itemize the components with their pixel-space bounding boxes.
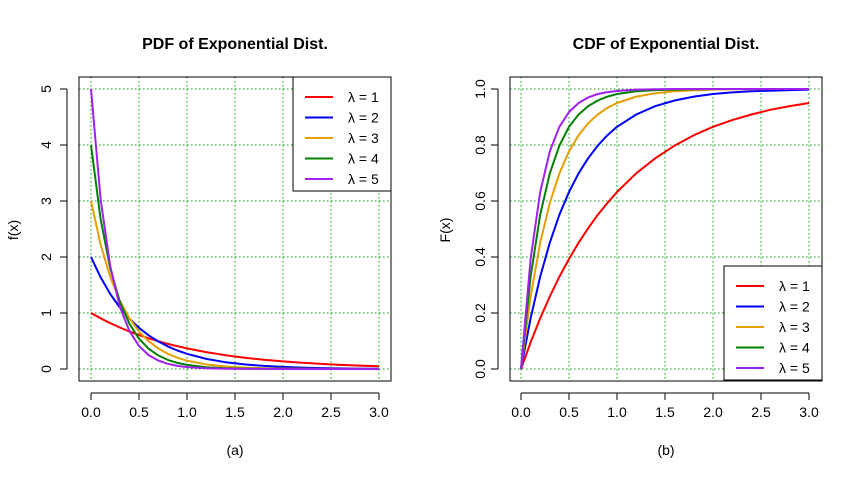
x-tick-label: 3.0 — [799, 404, 819, 420]
y-tick-label: 3 — [38, 197, 54, 205]
y-tick-label: 0.8 — [472, 135, 488, 155]
x-tick-label: 2.0 — [273, 404, 293, 420]
x-tick-label: 1.0 — [177, 404, 197, 420]
x-tick-label: 0.5 — [129, 404, 149, 420]
legend-label: λ = 5 — [348, 171, 379, 187]
x-tick-label: 1.0 — [607, 404, 627, 420]
y-axis: 0 1 2 3 4 5 — [38, 85, 68, 373]
chart-title: PDF of Exponential Dist. — [142, 36, 328, 53]
series-line-1 — [90, 312, 380, 368]
x-tick-label: 2.5 — [321, 404, 341, 420]
x-tick-label: 0.5 — [559, 404, 579, 420]
y-axis-label: f(x) — [5, 220, 21, 240]
x-tick-label: 0.0 — [81, 404, 101, 420]
y-tick-label: 5 — [38, 85, 54, 93]
x-tick-label: 1.5 — [225, 404, 245, 420]
x-axis-label: (a) — [226, 442, 243, 458]
y-tick-label: 1.0 — [472, 79, 488, 99]
y-axis-label: F(x) — [437, 218, 453, 243]
legend-label: λ = 4 — [348, 151, 379, 167]
legend-label: λ = 1 — [779, 278, 810, 294]
x-tick-label: 2.0 — [703, 404, 723, 420]
series-line-2 — [520, 88, 810, 370]
cdf-panel: CDF of Exponential Dist. (b) F(x) 0.0 0.5… — [437, 36, 823, 458]
legend-label: λ = 2 — [779, 299, 810, 315]
x-tick-label: 2.5 — [751, 404, 771, 420]
x-axis: 0.0 0.5 1.0 1.5 2.0 2.5 3.0 — [81, 392, 389, 420]
legend: λ = 1 λ = 2 λ = 3 λ = 4 λ = 5 — [292, 76, 392, 192]
y-tick-label: 0.6 — [472, 191, 488, 211]
plot-frame — [78, 76, 392, 382]
y-tick-label: 1 — [38, 309, 54, 317]
x-tick-label: 3.0 — [369, 404, 389, 420]
y-tick-label: 0 — [38, 365, 54, 373]
legend-label: λ = 5 — [779, 360, 810, 376]
legend-label: λ = 3 — [348, 130, 379, 146]
series-line-1 — [520, 102, 810, 370]
legend: λ = 1 λ = 2 λ = 3 λ = 4 λ = 5 — [723, 265, 823, 381]
y-tick-label: 0.0 — [472, 359, 488, 379]
y-tick-label: 0.4 — [472, 247, 488, 267]
x-axis: 0.0 0.5 1.0 1.5 2.0 2.5 3.0 — [511, 392, 819, 420]
series-line-5 — [520, 88, 809, 370]
y-tick-label: 2 — [38, 253, 54, 261]
x-tick-label: 1.5 — [655, 404, 675, 420]
pdf-panel: PDF of Exponential Dist. (a) f(x) 0.0 0.5… — [5, 36, 392, 458]
plot-frame — [509, 76, 823, 382]
legend-label: λ = 4 — [779, 340, 810, 356]
y-axis: 0.0 0.2 0.4 0.6 0.8 1.0 — [472, 79, 499, 379]
series-line-5 — [90, 88, 379, 370]
legend-label: λ = 3 — [779, 319, 810, 335]
x-tick-label: 0.0 — [511, 404, 531, 420]
y-tick-label: 0.2 — [472, 303, 488, 323]
x-axis-label: (b) — [657, 442, 674, 458]
legend-label: λ = 1 — [348, 89, 379, 105]
chart-title: CDF of Exponential Dist. — [573, 36, 760, 53]
legend-label: λ = 2 — [348, 110, 379, 126]
y-tick-label: 4 — [38, 141, 54, 149]
